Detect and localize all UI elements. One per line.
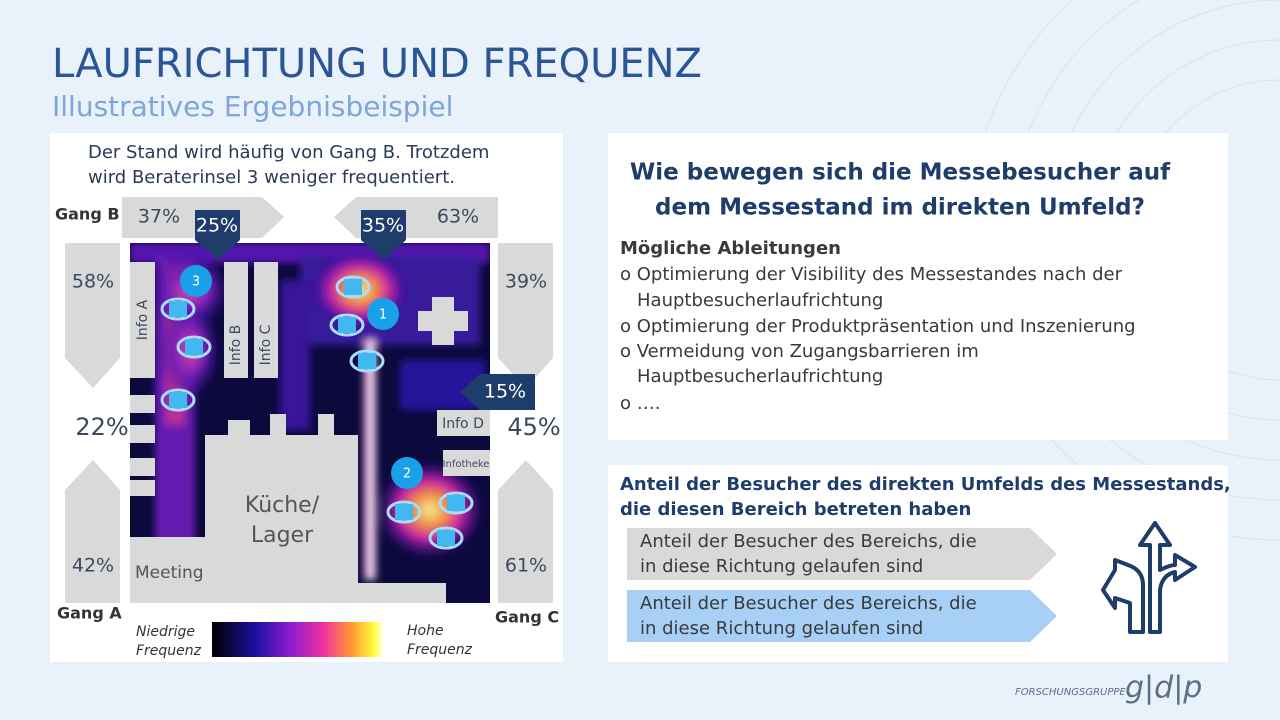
legend-text: Anteil der Besucher des Bereichs, die — [640, 593, 977, 614]
scale-label: Niedrige — [136, 624, 195, 640]
legend-heading: die diesen Bereich betreten haben — [620, 499, 971, 520]
marker-label: 3 — [192, 275, 200, 290]
question-panel — [608, 133, 1228, 440]
flow-share: 39% — [505, 271, 547, 293]
frequency-scale — [212, 622, 383, 657]
area-label: Infotheke — [443, 459, 490, 470]
blue-arrow — [627, 590, 1057, 642]
list-item: o Vermeidung von Zugangsbarrieren im — [620, 341, 979, 362]
list-item: Hauptbesucherlaufrichtung — [637, 290, 883, 311]
gang-label: Gang A — [57, 604, 122, 623]
flow-share: 25% — [196, 215, 238, 237]
area-label: Lager — [251, 523, 314, 548]
list-item: o Optimierung der Visibility des Messest… — [620, 264, 1123, 285]
flow-share: 35% — [362, 215, 404, 237]
gang-label: Gang B — [55, 205, 120, 224]
area-label: Küche/ — [245, 493, 320, 518]
list-item: o Optimierung der Produktpräsentation un… — [620, 316, 1136, 337]
scale-label: Frequenz — [136, 643, 202, 659]
footer-group: FORSCHUNGSGRUPPE — [1015, 687, 1126, 698]
flow-share: 42% — [72, 555, 114, 577]
area-label: Meeting — [135, 563, 204, 583]
title: LAUFRICHTUNG UND FREQUENZ — [52, 41, 702, 87]
subtitle: Illustratives Ergebnisbeispiel — [52, 90, 453, 123]
caption: Der Stand wird häufig von Gang B. Trotzd… — [88, 142, 489, 163]
legend-heading: Anteil der Besucher des direkten Umfelds… — [620, 474, 1231, 495]
area-label: Info D — [442, 416, 484, 432]
question: Wie bewegen sich die Messebesucher auf — [630, 160, 1171, 186]
area-label: Info B — [228, 325, 244, 366]
legend-text: in diese Richtung gelaufen sind — [640, 556, 923, 577]
gray-arrow — [627, 528, 1057, 580]
marker-label: 1 — [379, 308, 387, 323]
island-markers: 1 2 3 — [180, 265, 423, 489]
question: dem Messestand im direkten Umfeld? — [655, 195, 1145, 221]
flow-share: 63% — [437, 206, 479, 228]
area-label: Info C — [258, 324, 274, 365]
flow-share: 45% — [507, 413, 560, 441]
heatmap — [130, 243, 490, 603]
legend-text: Anteil der Besucher des Bereichs, die — [640, 531, 977, 552]
footer-logo: g|d|p — [1125, 671, 1202, 706]
list-item: Hauptbesucherlaufrichtung — [637, 366, 883, 387]
flow-share: 61% — [505, 555, 547, 577]
caption: wird Beraterinsel 3 weniger frequentiert… — [88, 167, 455, 188]
legend-text: in diese Richtung gelaufen sind — [640, 618, 923, 639]
list-heading: Mögliche Ableitungen — [620, 238, 841, 259]
scale-label: Frequenz — [407, 642, 473, 658]
marker-label: 2 — [403, 467, 411, 482]
flow-share: 22% — [75, 413, 128, 441]
blue-flow-arrows — [195, 210, 535, 410]
area-label: Info A — [135, 299, 151, 340]
direction-icon — [1101, 521, 1197, 634]
scale-label: Hohe — [407, 623, 444, 639]
flow-share: 58% — [72, 271, 114, 293]
floor-plan — [130, 262, 490, 603]
list-item: o …. — [620, 393, 660, 414]
gang-label: Gang C — [495, 608, 559, 627]
flow-share: 15% — [484, 381, 526, 403]
flow-share: 37% — [138, 206, 180, 228]
consultants — [160, 275, 474, 550]
